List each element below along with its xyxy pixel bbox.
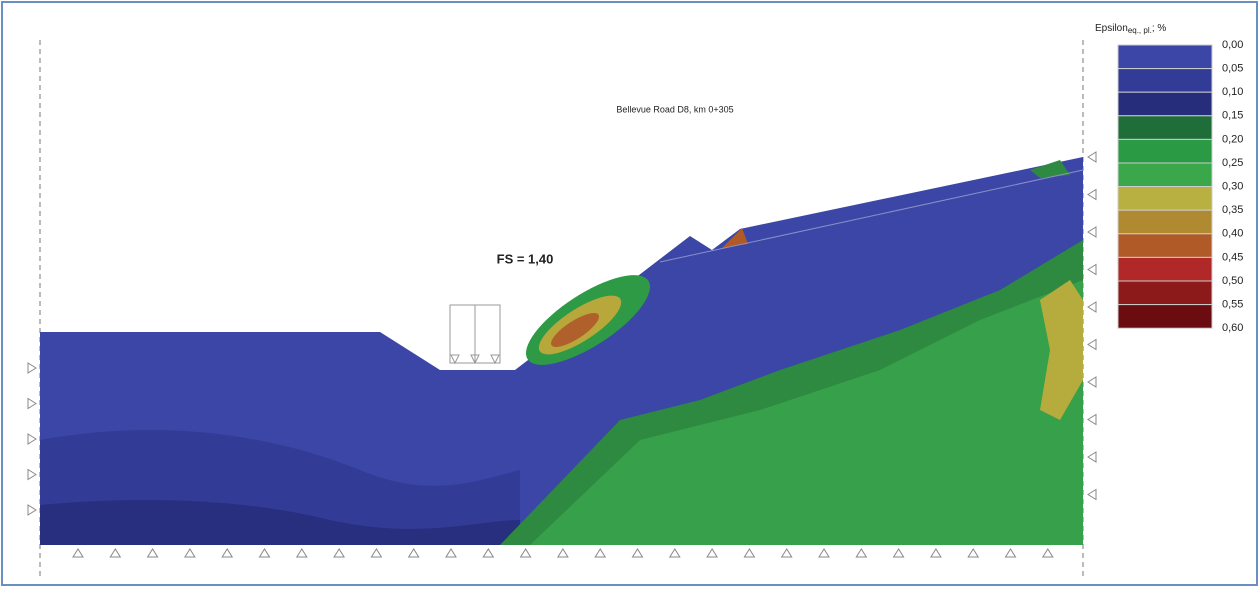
legend-label: 0,05 (1222, 63, 1243, 75)
support (892, 548, 905, 558)
shear-zone (1030, 160, 1070, 178)
support (183, 548, 196, 558)
support (72, 548, 84, 558)
legend-label: 0,25 (1222, 157, 1243, 169)
roller (27, 468, 37, 481)
load-arrowhead (490, 354, 500, 365)
legend-swatch (1117, 44, 1213, 70)
support (929, 548, 942, 558)
load-arrowhead (450, 354, 460, 365)
legend-label: 0,20 (1222, 133, 1243, 145)
support (631, 548, 644, 558)
roller (1087, 413, 1097, 426)
legend-title: Epsiloneq., pl.; % (1095, 23, 1166, 35)
legend-swatch (1117, 233, 1213, 258)
roller (1087, 263, 1097, 276)
legend-label: 0,55 (1222, 299, 1243, 311)
roller (1087, 188, 1097, 201)
support (1041, 548, 1054, 558)
title: Bellevue Road D8, km 0+305 (616, 104, 733, 114)
strain-band (530, 280, 1083, 545)
support (1004, 548, 1017, 558)
legend-swatch (1117, 115, 1213, 140)
support (668, 548, 681, 558)
legend-swatch (1117, 209, 1213, 235)
legend-label: 0,45 (1222, 251, 1243, 263)
roller (27, 362, 37, 374)
legend-swatch (1117, 138, 1213, 164)
support (594, 548, 607, 558)
strain-band (1040, 280, 1083, 420)
roller (1087, 338, 1097, 351)
support (333, 548, 346, 558)
support (258, 548, 271, 558)
legend-swatch (1117, 304, 1213, 329)
support (482, 548, 495, 558)
roller (1087, 451, 1097, 463)
legend-label: 0,10 (1222, 86, 1243, 98)
roller (1087, 488, 1097, 501)
roller (1087, 226, 1097, 238)
legend-label: 0,30 (1222, 181, 1243, 193)
legend-label: 0,35 (1222, 204, 1243, 216)
support (855, 548, 868, 558)
support (818, 548, 830, 558)
support (295, 548, 308, 558)
roller (27, 504, 37, 516)
support (967, 548, 980, 558)
model (40, 157, 1084, 545)
support (743, 548, 756, 558)
roller (1087, 376, 1097, 388)
support (146, 548, 159, 558)
supports (27, 151, 1097, 558)
support (519, 548, 532, 558)
support (706, 548, 719, 558)
roller (1087, 301, 1097, 313)
legend-swatch (1117, 162, 1213, 188)
legend: 0,00 0,05 0,10 0,15 0,20 0,25 0,30 0,35 0,40 0,45… (1117, 39, 1243, 334)
roller (1087, 151, 1097, 163)
shear-zone (722, 228, 748, 248)
legend-unit: ; % (1152, 23, 1167, 34)
support (407, 548, 420, 558)
roller (27, 397, 37, 410)
support (370, 548, 383, 558)
support (445, 548, 457, 558)
legend-label: 0,50 (1222, 275, 1243, 287)
strain-band (40, 500, 520, 545)
legend-swatch (1117, 68, 1213, 93)
legend-label: 0,00 (1222, 39, 1243, 51)
fs-label: FS = 1,40 (497, 251, 554, 266)
legend-swatch (1117, 186, 1213, 211)
layer-line (659, 169, 1084, 263)
legend-label: 0,40 (1222, 228, 1243, 240)
support (109, 548, 122, 558)
legend-swatch (1117, 280, 1213, 306)
legend-subscript: eq., pl. (1128, 26, 1152, 35)
roller (27, 433, 37, 445)
support (780, 548, 793, 558)
support (221, 548, 234, 558)
legend-swatch (1117, 91, 1213, 117)
legend-label: 0,15 (1222, 110, 1243, 122)
legend-title-main: Epsilon (1095, 23, 1128, 34)
shear-zone (551, 312, 599, 348)
legend-swatch (1117, 256, 1213, 282)
support (556, 548, 569, 558)
legend-label: 0,60 (1222, 322, 1243, 334)
load-arrowhead (470, 354, 480, 365)
